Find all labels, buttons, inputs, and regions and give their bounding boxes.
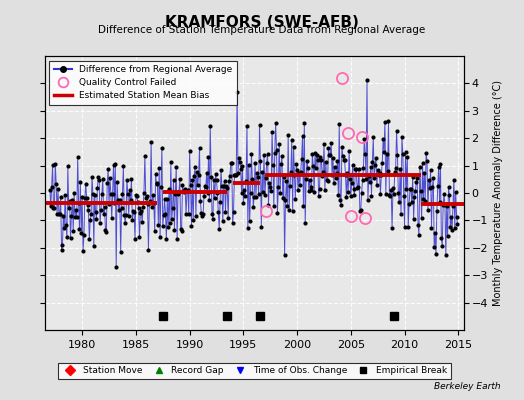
Text: KRAMFORS (SWE-AFB): KRAMFORS (SWE-AFB) xyxy=(165,15,359,30)
Legend: Station Move, Record Gap, Time of Obs. Change, Empirical Break: Station Move, Record Gap, Time of Obs. C… xyxy=(58,363,451,379)
Text: Difference of Station Temperature Data from Regional Average: Difference of Station Temperature Data f… xyxy=(99,25,425,35)
Text: Berkeley Earth: Berkeley Earth xyxy=(434,382,500,391)
Y-axis label: Monthly Temperature Anomaly Difference (°C): Monthly Temperature Anomaly Difference (… xyxy=(494,80,504,306)
